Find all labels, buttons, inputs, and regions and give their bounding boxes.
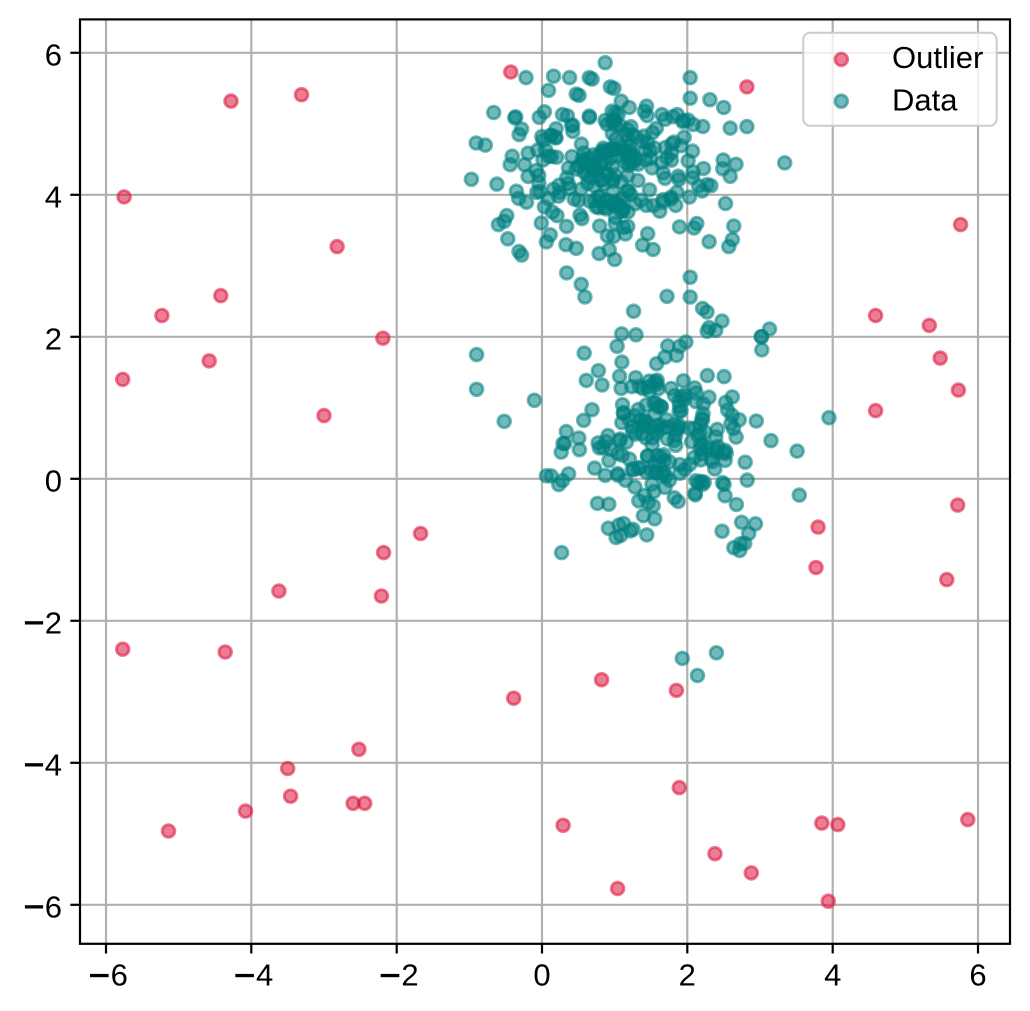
svg-text:2: 2: [401, 958, 418, 993]
svg-text:0: 0: [533, 958, 550, 993]
svg-text:Data: Data: [892, 83, 958, 118]
svg-text:4: 4: [824, 958, 841, 993]
svg-text:0: 0: [45, 463, 62, 498]
svg-text:4: 4: [256, 958, 273, 993]
svg-text:6: 6: [45, 889, 62, 924]
svg-text:4: 4: [45, 179, 62, 214]
svg-text:2: 2: [45, 321, 62, 356]
svg-text:Outlier: Outlier: [892, 40, 983, 75]
svg-text:2: 2: [679, 958, 696, 993]
svg-text:2: 2: [45, 605, 62, 640]
svg-text:6: 6: [969, 958, 986, 993]
svg-text:6: 6: [111, 958, 128, 993]
svg-text:4: 4: [45, 747, 62, 782]
svg-text:6: 6: [45, 37, 62, 72]
